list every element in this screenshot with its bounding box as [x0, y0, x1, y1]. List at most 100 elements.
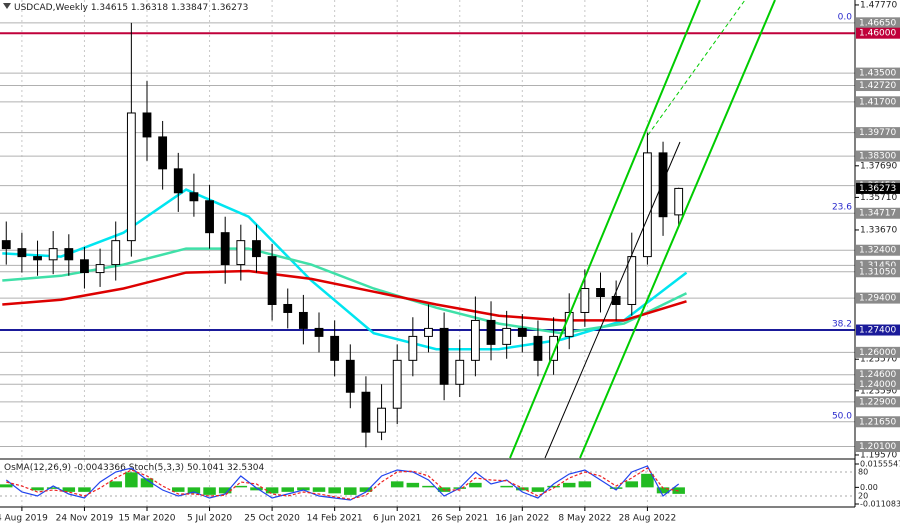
osma-bar [203, 487, 216, 495]
y-tick-label: 1.25570 [860, 355, 897, 365]
osma-bar [78, 487, 91, 492]
level-label: 1.43500 [859, 69, 896, 79]
y-tick-label: 1.47770 [860, 0, 897, 10]
osma-bar [406, 482, 420, 488]
candle-body [48, 248, 58, 261]
x-tick-label: 16 Jan 2022 [495, 514, 549, 524]
low-value: 1.33847 [171, 3, 208, 13]
candle-body [580, 288, 590, 313]
level-label: 1.41700 [859, 97, 896, 107]
x-tick-label: 25 Oct 2020 [244, 514, 300, 524]
candle-body [439, 327, 449, 385]
level-label-box [856, 266, 900, 278]
y-tick-label: 1.33670 [860, 225, 897, 235]
y-tick-label: 0.00 [860, 483, 878, 492]
level-label: 1.32400 [859, 246, 896, 256]
candle-body [236, 240, 246, 266]
level-label: 1.21650 [859, 417, 896, 427]
level-label-box [856, 378, 900, 390]
candle-body [252, 240, 261, 258]
level-label: 1.31450 [859, 261, 896, 271]
level-label-box [856, 346, 900, 358]
osma-bar [578, 481, 592, 488]
price-box [856, 182, 900, 194]
level-label-box [856, 369, 900, 381]
level-label: 1.46650 [859, 18, 896, 28]
osma-bar [265, 487, 279, 494]
osma-bar [609, 487, 623, 489]
x-tick-label: 15 Mar 2020 [118, 514, 175, 524]
candle-body [158, 136, 168, 170]
chart-header: USDCAD,Weekly 1.34615 1.36318 1.33847 1.… [14, 3, 248, 13]
candle-body [455, 359, 465, 385]
candle-body [142, 112, 152, 138]
level-label-box [856, 441, 900, 453]
level-label-box [856, 150, 900, 162]
candle-body [189, 192, 199, 202]
osma-bar [344, 487, 357, 495]
osma-bar [547, 485, 560, 488]
candle-body [345, 359, 355, 393]
candle-body [314, 327, 324, 337]
candle-body [642, 152, 652, 258]
osma-bar [109, 481, 122, 488]
level-label-box [856, 259, 900, 271]
x-tick-label: 6 Jun 2021 [373, 514, 421, 524]
stoch-main-value: 50.1041 [187, 463, 224, 473]
open-value: 1.34615 [91, 3, 128, 13]
level-label-box [856, 324, 900, 336]
osma-label: OsMA(12,26,9) [4, 463, 71, 473]
symbol: USDCAD,Weekly [14, 3, 89, 13]
osma-bar [172, 487, 185, 492]
stoch-label: Stoch(5,3,3) [129, 463, 184, 473]
candle-body [627, 256, 637, 305]
candle-body [470, 319, 480, 361]
fib-label: 38.2 [832, 320, 852, 330]
level-label: 1.26000 [859, 348, 896, 358]
osma-bar [31, 487, 44, 491]
candle-body [549, 335, 558, 361]
level-label: 1.31050 [859, 267, 896, 277]
candle-body [298, 311, 308, 329]
level-label: 1.34717 [859, 209, 896, 219]
candle-body [33, 256, 42, 261]
osma-bar [312, 487, 326, 492]
candle-body [392, 359, 402, 409]
price-label: 1.36273 [859, 184, 896, 194]
candle-body [377, 407, 386, 433]
candle-body [330, 335, 340, 361]
osma-bar [516, 487, 529, 491]
fib-label: 0.0 [838, 12, 853, 22]
level-label: 1.46000 [859, 29, 896, 39]
x-tick-label: 5 Jul 2020 [187, 514, 232, 524]
osma-bar [125, 472, 138, 488]
osma-bar [359, 487, 373, 492]
osma-bar [422, 485, 435, 488]
osma-bar [0, 484, 13, 488]
candle-body [517, 327, 527, 337]
candle-body [424, 327, 433, 337]
level-label: 1.29400 [859, 294, 896, 304]
level-label-box [856, 27, 900, 39]
channel-line [509, 0, 701, 459]
osma-bar [641, 473, 654, 488]
osma-bar [62, 487, 76, 492]
candle-body [283, 303, 293, 313]
x-tick-label: 4 Aug 2019 [0, 514, 48, 524]
osma-bar [672, 487, 685, 494]
level-label-box [856, 67, 900, 79]
osma-value: -0.0043366 [74, 463, 126, 473]
osma-bar [297, 487, 310, 491]
trend-line [544, 141, 681, 459]
candle-body [502, 327, 512, 345]
stoch-level-label: 20 [858, 492, 868, 501]
osma-bar [187, 487, 201, 494]
candle-body [95, 264, 105, 274]
osma-bar [328, 487, 341, 494]
osma-bar [531, 487, 545, 492]
symbol-icon [3, 3, 11, 9]
level-label-box [856, 244, 900, 256]
candle-body [267, 256, 277, 305]
level-label: 1.20100 [859, 442, 896, 452]
candle-body [486, 319, 496, 345]
